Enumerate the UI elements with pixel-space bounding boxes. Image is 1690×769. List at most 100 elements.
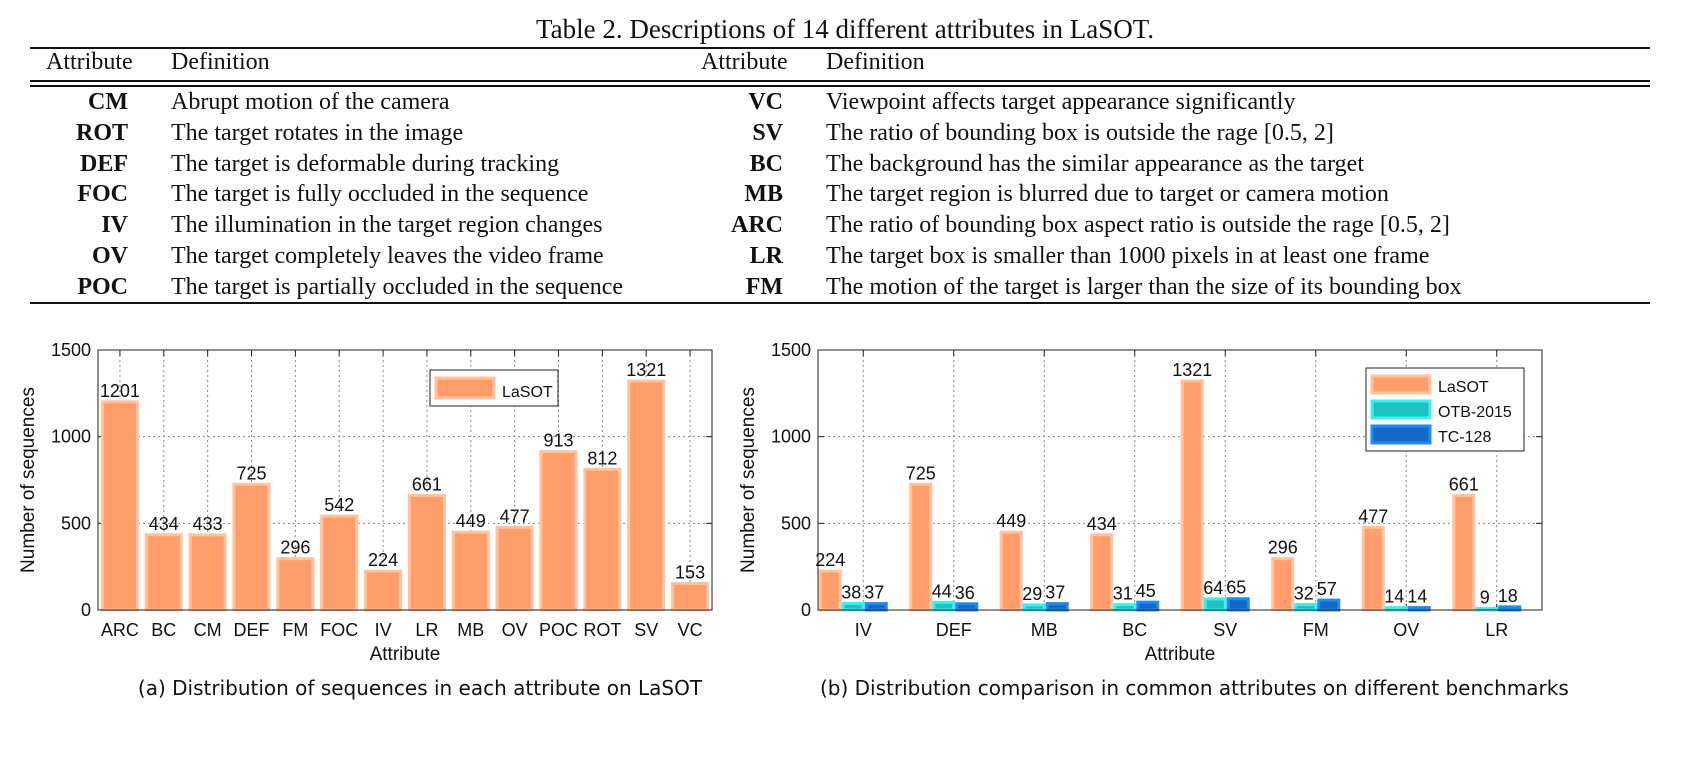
data-label: 224 [368,550,398,570]
data-label: 64 [1203,578,1223,598]
data-label: 434 [1087,514,1117,534]
bar-lasot [627,379,666,612]
data-label: 913 [543,431,573,451]
bar-tc-128 [955,602,979,612]
header-attribute-right: Attribute [701,49,788,75]
data-label: 31 [1113,584,1133,604]
data-label: 224 [815,550,845,570]
x-tick-label: OV [502,620,528,640]
y-tick-label: 500 [61,513,91,533]
data-label: 1201 [100,381,140,401]
data-label: 661 [1449,474,1479,494]
legend-label: LaSOT [1438,379,1489,396]
table-top-rule [30,47,1650,49]
attribute-abbr: LR [749,243,783,269]
x-tick-label: FM [282,620,308,640]
x-tick-label: DEF [234,620,270,640]
x-tick-label: LR [415,620,438,640]
bar-lasot [671,581,710,612]
legend-swatch [1370,399,1432,420]
attribute-abbr: ROT [75,119,128,146]
y-tick-label: 1000 [771,427,811,447]
bar-lasot [407,493,446,612]
bar-lasot [144,533,183,612]
bar-lasot [1361,525,1385,612]
attribute-definition: Viewpoint affects target appearance sign… [826,89,1296,115]
attribute-definition: The motion of the target is larger than … [826,273,1462,300]
data-label: 434 [149,514,179,534]
bar-lasot [188,533,227,612]
bar-lasot [1452,493,1476,612]
legend-swatch [434,376,496,400]
bar-lasot [364,569,403,612]
bar-lasot [320,514,359,612]
x-axis-label: Attribute [370,644,441,665]
data-label: 65 [1226,578,1246,598]
x-tick-label: CM [194,620,222,640]
data-label: 36 [955,583,975,603]
y-tick-label: 0 [801,600,811,620]
data-label: 542 [324,495,354,515]
x-tick-label: DEF [936,620,972,640]
table-header-rule-1 [30,80,1650,82]
x-tick-label: POC [539,620,578,640]
bar-lasot [276,557,315,612]
bar-otb-2015 [1203,597,1227,612]
y-axis-label: Number of sequences [18,387,39,573]
x-tick-label: SV [634,620,658,640]
plot-frame [817,349,1543,611]
chart-b-caption: (b) Distribution comparison in common at… [820,676,1569,700]
bar-lasot [495,525,534,612]
x-tick-label: FOC [320,620,358,640]
data-label: 1321 [626,360,666,380]
x-tick-label: FM [1303,620,1329,640]
bar-otb-2015 [1113,603,1137,612]
table-header-rule-2 [30,85,1650,87]
data-label: 18 [1498,586,1518,606]
bar-lasot [909,482,933,612]
data-label: 477 [500,506,530,526]
header-attribute-left: Attribute [46,49,133,75]
attribute-abbr: IV [101,212,128,239]
chart-a-caption: (a) Distribution of sequences in each at… [137,676,703,700]
bar-lasot [539,450,578,612]
x-tick-label: ROT [583,620,621,640]
header-definition-left: Definition [171,49,270,75]
y-tick-label: 1000 [51,427,91,447]
attribute-abbr: ARC [731,212,783,239]
y-tick-label: 500 [781,513,811,533]
data-label: 32 [1294,583,1314,603]
chart-a: 0 500 1000 1500 ARC BC CM DEF FM FOC IV LR MB OV POC RO… [18,340,713,665]
data-label: 14 [1384,587,1404,607]
x-tick-label: MB [457,620,484,640]
y-axis-label: Number of sequences [738,387,759,573]
bar-lasot [818,569,842,612]
attribute-abbr: FOC [77,181,128,208]
data-label: 1321 [1172,360,1212,380]
data-label: 661 [412,474,442,494]
data-label: 38 [841,582,861,602]
bar-tc-128 [1136,600,1160,612]
bar-lasot [232,482,271,612]
attribute-abbr: BC [749,150,783,177]
attribute-abbr: SV [752,119,783,146]
y-tick-label: 1500 [51,340,91,360]
data-label: 153 [675,562,705,582]
bar-otb-2015 [841,601,865,612]
y-tick-label: 0 [81,600,91,620]
x-tick-label: VC [678,620,703,640]
attribute-definition: The illumination in the target region ch… [171,212,603,239]
x-tick-label: BC [1122,620,1147,640]
attribute-abbr: CM [88,89,128,115]
data-label: 14 [1407,587,1427,607]
data-label: 449 [996,511,1026,531]
attribute-definition: The target is deformable during tracking [171,150,560,177]
x-axis-label: Attribute [1145,644,1216,665]
attribute-definition: The target box is smaller than 1000 pixe… [826,243,1430,269]
x-tick-label: BC [151,620,176,640]
attribute-abbr: POC [77,273,128,300]
x-tick-label: MB [1031,620,1058,640]
legend-label: LaSOT [502,384,553,401]
attribute-abbr: MB [744,181,783,208]
attribute-abbr: VC [748,89,783,115]
